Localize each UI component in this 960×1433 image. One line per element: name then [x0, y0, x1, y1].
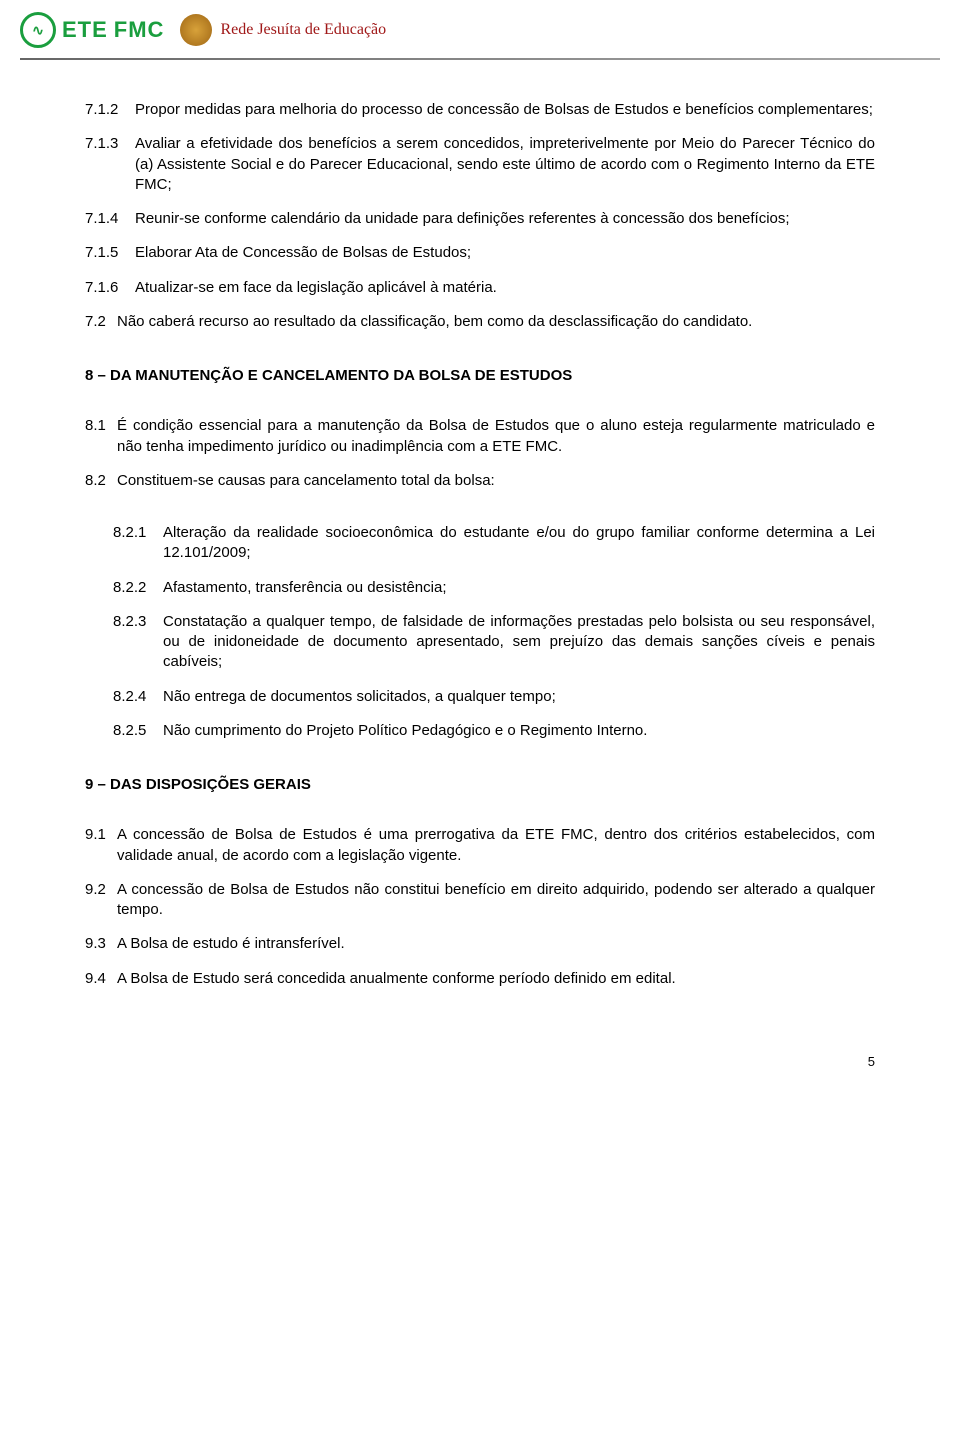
list-item: 9.4 A Bolsa de Estudo será concedida anu… [85, 969, 875, 989]
item-number: 8.2.2 [113, 578, 163, 598]
item-number: 7.1.6 [85, 278, 135, 298]
item-number: 8.2.3 [113, 612, 163, 673]
list-item: 8.2.4 Não entrega de documentos solicita… [85, 687, 875, 707]
item-text: Constatação a qualquer tempo, de falsida… [163, 612, 875, 673]
list-item: 7.2 Não caberá recurso ao resultado da c… [85, 312, 875, 332]
item-number: 7.1.5 [85, 243, 135, 263]
item-number: 7.1.3 [85, 134, 135, 195]
item-text: Não cumprimento do Projeto Político Peda… [163, 721, 875, 741]
logo-text-fmc: FMC [114, 20, 165, 41]
list-item: 8.2.5 Não cumprimento do Projeto Polític… [85, 721, 875, 741]
list-item: 9.3 A Bolsa de estudo é intransferível. [85, 934, 875, 954]
item-text: Atualizar-se em face da legislação aplic… [135, 278, 875, 298]
item-number: 9.1 [85, 825, 117, 866]
item-text: Avaliar a efetividade dos benefícios a s… [135, 134, 875, 195]
item-text: A Bolsa de estudo é intransferível. [117, 934, 875, 954]
item-number: 9.2 [85, 880, 117, 921]
item-text: A Bolsa de Estudo será concedida anualme… [117, 969, 875, 989]
item-text: Elaborar Ata de Concessão de Bolsas de E… [135, 243, 875, 263]
logo-rje-text: Rede Jesuíta de Educação [220, 19, 386, 41]
section-heading-9: 9 – DAS DISPOSIÇÕES GERAIS [85, 775, 875, 795]
item-number: 8.1 [85, 416, 117, 457]
item-text: Não entrega de documentos solicitados, a… [163, 687, 875, 707]
item-text: Reunir-se conforme calendário da unidade… [135, 209, 875, 229]
list-item: 8.2.2 Afastamento, transferência ou desi… [85, 578, 875, 598]
section-heading-8: 8 – DA MANUTENÇÃO E CANCELAMENTO DA BOLS… [85, 366, 875, 386]
seal-icon [180, 14, 212, 46]
wave-icon: ∿ [20, 12, 56, 48]
item-number: 7.1.4 [85, 209, 135, 229]
list-item: 8.2.3 Constatação a qualquer tempo, de f… [85, 612, 875, 673]
item-number: 8.2 [85, 471, 117, 491]
list-item: 8.1 É condição essencial para a manutenç… [85, 416, 875, 457]
item-text: Alteração da realidade socioeconômica do… [163, 523, 875, 564]
list-item: 7.1.5 Elaborar Ata de Concessão de Bolsa… [85, 243, 875, 263]
page-number: 5 [0, 1053, 960, 1071]
item-text: A concessão de Bolsa de Estudos não cons… [117, 880, 875, 921]
item-number: 8.2.5 [113, 721, 163, 741]
logo-ete-fmc: ∿ ETE FMC [20, 12, 164, 48]
list-item: 7.1.4 Reunir-se conforme calendário da u… [85, 209, 875, 229]
item-number: 9.3 [85, 934, 117, 954]
item-number: 8.2.1 [113, 523, 163, 564]
item-text: É condição essencial para a manutenção d… [117, 416, 875, 457]
item-number: 9.4 [85, 969, 117, 989]
item-text: Constituem-se causas para cancelamento t… [117, 471, 875, 491]
page-content: 7.1.2 Propor medidas para melhoria do pr… [0, 60, 960, 1033]
list-item: 7.1.6 Atualizar-se em face da legislação… [85, 278, 875, 298]
list-item: 8.2.1 Alteração da realidade socioeconôm… [85, 523, 875, 564]
logo-rede-jesuita: Rede Jesuíta de Educação [180, 14, 386, 46]
list-item: 9.2 A concessão de Bolsa de Estudos não … [85, 880, 875, 921]
list-item: 9.1 A concessão de Bolsa de Estudos é um… [85, 825, 875, 866]
list-item: 7.1.3 Avaliar a efetividade dos benefíci… [85, 134, 875, 195]
item-number: 7.2 [85, 312, 117, 332]
list-item: 8.2 Constituem-se causas para cancelamen… [85, 471, 875, 491]
item-number: 8.2.4 [113, 687, 163, 707]
item-text: Não caberá recurso ao resultado da class… [117, 312, 875, 332]
item-text: A concessão de Bolsa de Estudos é uma pr… [117, 825, 875, 866]
item-number: 7.1.2 [85, 100, 135, 120]
item-text: Afastamento, transferência ou desistênci… [163, 578, 875, 598]
item-text: Propor medidas para melhoria do processo… [135, 100, 875, 120]
logo-text-ete: ETE [62, 20, 108, 41]
list-item: 7.1.2 Propor medidas para melhoria do pr… [85, 100, 875, 120]
page-header: ∿ ETE FMC Rede Jesuíta de Educação [0, 0, 960, 48]
